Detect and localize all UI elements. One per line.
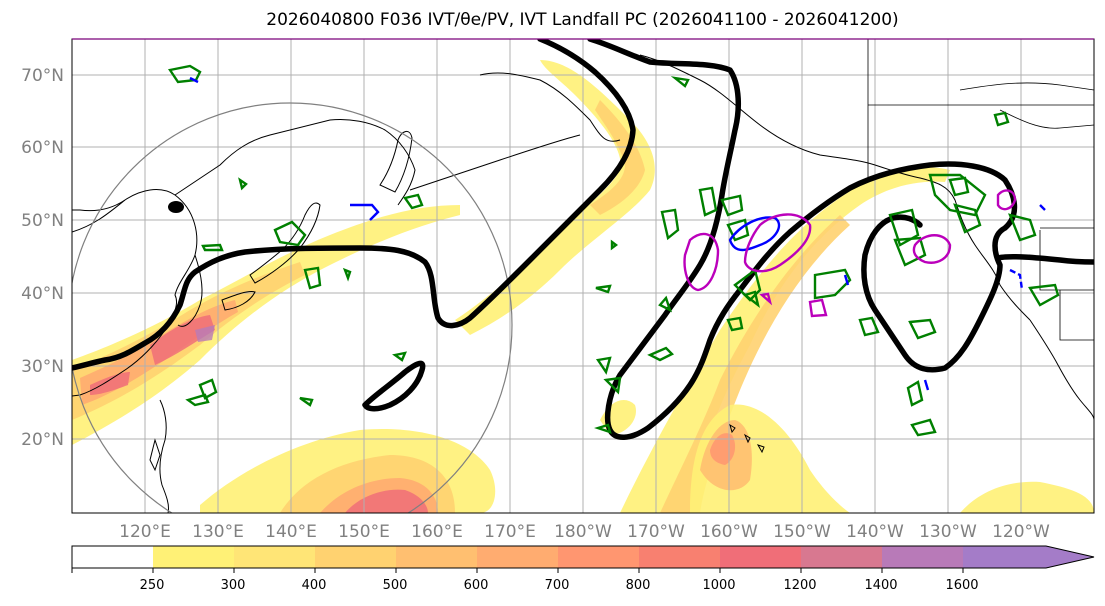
- colorbar-swatch: [720, 546, 802, 568]
- colorbar-label-1600: 1600: [945, 578, 978, 593]
- colorbar-label-800: 800: [626, 578, 651, 593]
- lon-label-130e: 130°E: [192, 522, 244, 542]
- lon-label-120w: 120°W: [992, 522, 1050, 542]
- colorbar-label-300: 300: [221, 578, 246, 593]
- colorbar-label-600: 600: [464, 578, 489, 593]
- lon-label-120e: 120°E: [119, 522, 171, 542]
- island-blob: [168, 201, 184, 213]
- colorbar-label-1200: 1200: [783, 578, 816, 593]
- lon-label-150e: 150°E: [338, 522, 390, 542]
- colorbar-swatch: [882, 546, 964, 568]
- colorbar-swatch: [396, 546, 478, 568]
- lat-label-60: 60°N: [21, 138, 64, 158]
- colorbar-label-700: 700: [545, 578, 570, 593]
- lon-label-170e: 170°E: [484, 522, 536, 542]
- latitude-labels: 70°N 60°N 50°N 40°N 30°N 20°N: [21, 66, 64, 450]
- colorbar-swatch: [234, 546, 316, 568]
- colorbar-swatch: [801, 546, 883, 568]
- lat-label-50: 50°N: [21, 211, 64, 231]
- colorbar-swatches: [72, 546, 1094, 568]
- lon-label-140w: 140°W: [846, 522, 904, 542]
- colorbar-swatch: [639, 546, 721, 568]
- lon-label-170w: 170°W: [627, 522, 685, 542]
- blue-contours: [189, 76, 1046, 391]
- colorbar-label-1400: 1400: [864, 578, 897, 593]
- lon-label-180w: 180°W: [554, 522, 612, 542]
- pv-contours: [168, 64, 1060, 437]
- colorbar-label-500: 500: [383, 578, 408, 593]
- lon-label-140e: 140°E: [265, 522, 317, 542]
- lon-label-160e: 160°E: [411, 522, 463, 542]
- landfall-circle: [72, 102, 513, 513]
- colorbar: 250 300 400 500 600 700 800 1000 1200 14…: [71, 545, 1095, 593]
- colorbar-swatch: [72, 546, 154, 568]
- colorbar-label-1000: 1000: [702, 578, 735, 593]
- colorbar-swatch: [477, 546, 559, 568]
- colorbar-label-250: 250: [140, 578, 165, 593]
- colorbar-swatch: [963, 546, 1094, 568]
- colorbar-label-400: 400: [302, 578, 327, 593]
- colorbar-swatch: [315, 546, 397, 568]
- map-title: 2026040800 F036 IVT/θe/PV, IVT Landfall …: [266, 10, 899, 30]
- lon-label-130w: 130°W: [919, 522, 977, 542]
- magenta-contours: [683, 189, 1017, 318]
- longitude-labels: 120°E 130°E 140°E 150°E 160°E 170°E 180°…: [119, 522, 1050, 542]
- lat-label-30: 30°N: [21, 357, 64, 377]
- colorbar-outline: [71, 545, 1095, 569]
- colorbar-swatch: [558, 546, 640, 568]
- lat-label-70: 70°N: [21, 66, 64, 86]
- colorbar-labels: 250 300 400 500 600 700 800 1000 1200 14…: [140, 578, 979, 593]
- theta-e-contours: [72, 39, 1094, 440]
- lon-label-160w: 160°W: [700, 522, 758, 542]
- colorbar-swatch: [153, 546, 235, 568]
- lat-label-20: 20°N: [21, 430, 64, 450]
- lat-label-40: 40°N: [21, 284, 64, 304]
- lon-label-150w: 150°W: [773, 522, 831, 542]
